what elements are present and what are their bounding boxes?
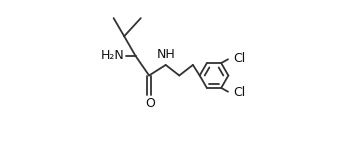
Text: H₂N: H₂N bbox=[100, 49, 124, 62]
Text: Cl: Cl bbox=[233, 86, 245, 99]
Text: NH: NH bbox=[156, 48, 175, 61]
Text: Cl: Cl bbox=[233, 52, 245, 65]
Text: O: O bbox=[146, 97, 156, 110]
